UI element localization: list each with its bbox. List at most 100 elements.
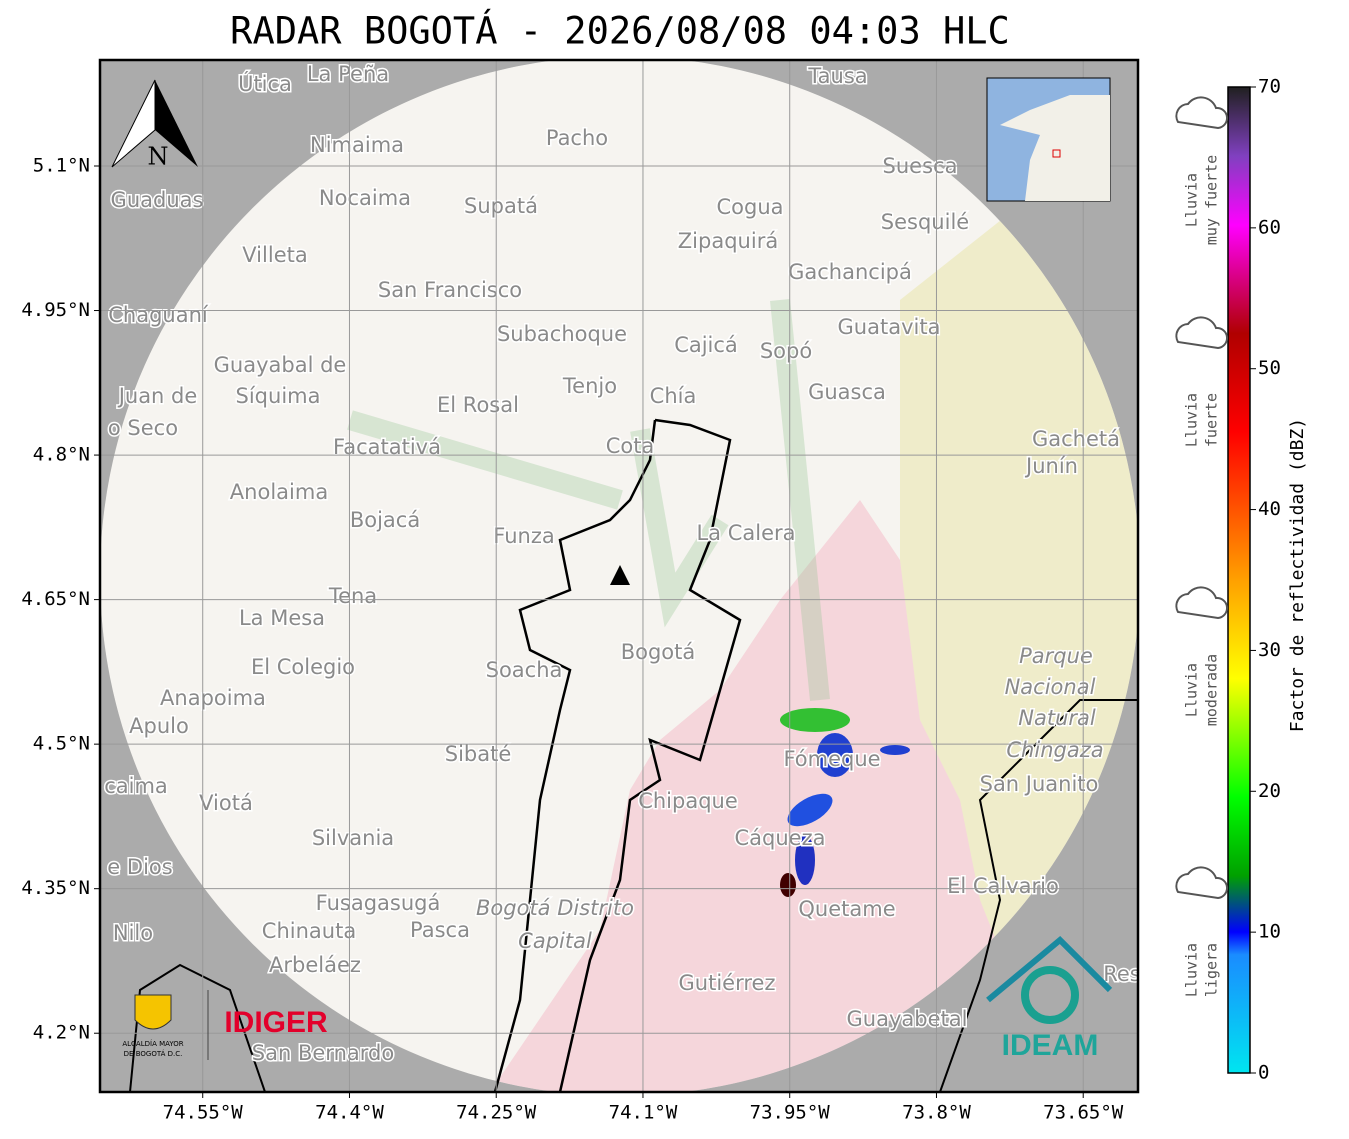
logos: ALCALDÍA MAYOR DE BOGOTÁ D.C. IDIGER IDE…	[122, 935, 1113, 1062]
x-tick-label: 74.4°W	[315, 1102, 384, 1124]
ideam-logo: IDEAM	[1002, 1029, 1099, 1062]
place-label: Chinauta	[262, 919, 356, 943]
place-label: San Bernardo	[252, 1041, 394, 1065]
place-label: Villeta	[242, 243, 307, 267]
place-label: Gutiérrez	[679, 971, 776, 995]
rain-category: moderada	[1203, 654, 1221, 726]
place-label: Cajicá	[674, 333, 738, 357]
colorbar-tick-label: 20	[1258, 780, 1281, 802]
y-tick-label: 4.8°N	[33, 444, 90, 466]
place-label: Junín	[1024, 454, 1078, 478]
place-label: Chingaza	[1006, 738, 1103, 762]
place-label: La Calera	[696, 521, 795, 545]
colorbar-label: Factor de reflectividad (dBZ)	[1287, 418, 1308, 732]
place-label: Zipaquirá	[678, 229, 778, 253]
y-tick-label: 4.2°N	[33, 1022, 90, 1044]
rain-icon	[1175, 316, 1228, 350]
rain-category: ligera	[1203, 943, 1221, 997]
alcaldia-line: ALCALDÍA MAYOR	[122, 1039, 183, 1048]
title: RADAR BOGOTÁ - 2026/08/08 04:03 HLC	[230, 9, 1010, 53]
rain-category: Lluvia	[1183, 393, 1201, 447]
place-label: Chipaque	[638, 789, 738, 813]
rain-category: fuerte	[1203, 393, 1221, 447]
place-label: Funza	[493, 524, 554, 548]
place-label: e Dios	[107, 855, 172, 879]
place-label: Cota	[606, 434, 655, 458]
place-label: Fusagasugá	[316, 891, 441, 915]
place-label: Juan de	[117, 384, 198, 408]
y-tick-label: 4.65°N	[21, 588, 90, 610]
grid	[100, 60, 1138, 1092]
north-label: N	[148, 143, 169, 171]
place-label: Nacional	[1005, 675, 1096, 699]
idiger-logo: IDIGER	[224, 1006, 328, 1039]
place-label: San Juanito	[980, 772, 1099, 796]
place-label: Arbeláez	[269, 953, 361, 977]
x-tick-label: 73.95°W	[750, 1102, 831, 1124]
place-label: Guatavita	[838, 315, 941, 339]
rain-category: muy fuerte	[1203, 155, 1221, 245]
place-label: Pasca	[410, 918, 470, 942]
place-label: Sesquilé	[881, 210, 969, 234]
place-label: Pacho	[546, 126, 608, 150]
rain-icon	[1175, 866, 1228, 900]
place-label: El Calvario	[947, 874, 1059, 898]
colorbar-tick-label: 60	[1258, 216, 1281, 238]
place-label: Soacha	[486, 658, 563, 682]
place-label: Supatá	[464, 194, 538, 218]
colorbar-tick-label: 50	[1258, 357, 1281, 379]
x-tick-label: 73.8°W	[902, 1102, 971, 1124]
place-label: San Francisco	[378, 278, 522, 302]
place-label: El Colegio	[251, 655, 355, 679]
place-label: La Peña	[307, 62, 389, 86]
place-label: caima	[104, 774, 168, 798]
y-tick-label: 5.1°N	[33, 154, 90, 176]
place-label: Silvania	[312, 826, 394, 850]
place-label: Anapoima	[160, 686, 266, 710]
place-label: Subachoque	[497, 322, 627, 346]
place-label: Tausa	[807, 64, 867, 88]
place-label: Gachetá	[1032, 427, 1120, 451]
place-label: Natural	[1018, 706, 1096, 730]
y-tick-label: 4.95°N	[21, 299, 90, 321]
inset-map	[986, 77, 1111, 202]
place-label: Bogotá Distrito	[476, 896, 634, 920]
place-label: o Seco	[108, 416, 178, 440]
place-label: Síquima	[236, 384, 321, 408]
place-label: Sopó	[760, 339, 812, 363]
colorbar-tick-label: 0	[1258, 1062, 1269, 1084]
place-label: Res	[1103, 962, 1141, 986]
colorbar-tick-label: 40	[1258, 498, 1281, 520]
place-label: Tena	[328, 584, 377, 608]
radar-echoes	[610, 565, 910, 897]
place-label: Gachancipá	[788, 260, 912, 284]
rain-icon	[1175, 96, 1228, 130]
place-label: Nocaima	[319, 186, 411, 210]
place-label: Apulo	[129, 714, 189, 738]
place-label: Guaduas	[111, 188, 204, 212]
place-label: Guasca	[808, 380, 886, 404]
place-label: Nilo	[113, 921, 153, 945]
alcaldia-line: DE BOGOTÁ D.C.	[124, 1049, 183, 1058]
x-tick-label: 74.55°W	[163, 1102, 244, 1124]
y-tick-label: 4.5°N	[33, 733, 90, 755]
colorbar-tick-label: 70	[1258, 76, 1281, 98]
place-label: Sibaté	[445, 742, 512, 766]
place-label: Nimaima	[310, 133, 404, 157]
y-tick-label: 4.35°N	[21, 877, 90, 899]
colorbar-tick-label: 10	[1258, 921, 1281, 943]
place-label: Cáqueza	[735, 826, 826, 850]
place-label: Chaguaní	[108, 303, 209, 327]
place-label: La Mesa	[239, 606, 325, 630]
colorbar	[1227, 86, 1251, 1074]
place-label: Fómeque	[783, 747, 880, 771]
place-label: Cogua	[716, 195, 783, 219]
place-label: Quetame	[798, 897, 895, 921]
place-label: Útica	[238, 71, 292, 96]
place-label: Guayabal de	[214, 353, 347, 377]
rain-category: Lluvia	[1183, 173, 1201, 227]
place-label: El Rosal	[437, 393, 519, 417]
place-label: Viotá	[199, 791, 253, 815]
rain-category: Lluvia	[1183, 943, 1201, 997]
